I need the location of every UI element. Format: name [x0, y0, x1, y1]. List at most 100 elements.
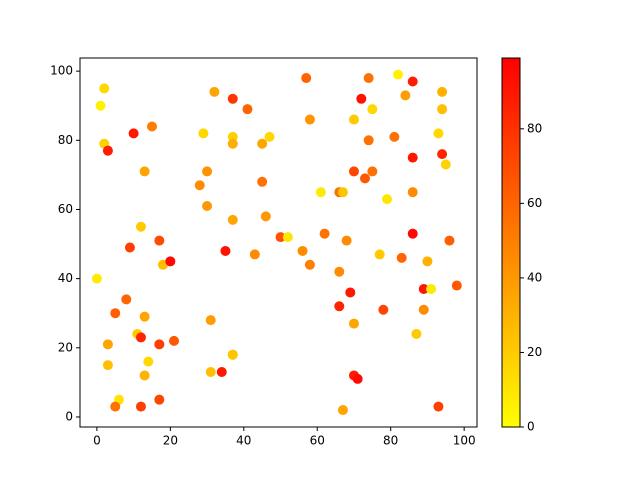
y-tick-label: 40 — [58, 271, 73, 285]
point — [315, 187, 326, 198]
point — [345, 287, 356, 298]
point — [433, 401, 444, 412]
point — [205, 367, 216, 378]
point — [121, 294, 132, 305]
point — [220, 245, 231, 256]
point — [437, 149, 448, 160]
point — [389, 131, 400, 142]
point — [227, 131, 238, 142]
point — [382, 194, 393, 205]
x-tick-label: 100 — [453, 434, 476, 448]
point — [348, 114, 359, 125]
y-tick-label: 80 — [58, 133, 73, 147]
point — [334, 266, 345, 277]
point — [146, 121, 157, 132]
point — [319, 228, 330, 239]
point — [422, 256, 433, 267]
point — [304, 259, 315, 270]
point — [359, 173, 370, 184]
x-tick-label: 80 — [383, 434, 398, 448]
colorbar — [501, 57, 521, 428]
point — [367, 166, 378, 177]
point — [110, 308, 121, 319]
x-tick-label: 40 — [236, 434, 251, 448]
x-tick-label: 60 — [310, 434, 325, 448]
point — [352, 373, 363, 384]
y-tick-label: 0 — [65, 409, 73, 423]
point — [124, 242, 135, 253]
point — [202, 201, 213, 212]
point — [301, 73, 312, 84]
point — [407, 76, 418, 87]
point — [264, 131, 275, 142]
point — [363, 135, 374, 146]
colorbar-tick-label: 40 — [527, 270, 542, 284]
point — [426, 284, 437, 295]
point — [282, 232, 293, 243]
x-tick-label: 20 — [163, 434, 178, 448]
point — [95, 100, 106, 111]
point — [433, 128, 444, 139]
colorbar-tick-label: 20 — [527, 345, 542, 359]
point — [260, 211, 271, 222]
point — [227, 349, 238, 360]
point — [363, 73, 374, 84]
point — [194, 180, 205, 191]
point — [165, 256, 176, 267]
point — [198, 128, 209, 139]
x-tick-label: 0 — [93, 434, 101, 448]
axes-frame — [79, 57, 478, 428]
colorbar-tick-label: 80 — [527, 121, 542, 135]
point — [437, 86, 448, 97]
point — [102, 145, 113, 156]
y-tick-label: 20 — [58, 340, 73, 354]
y-tick-label: 100 — [50, 64, 73, 78]
point — [135, 401, 146, 412]
point — [437, 104, 448, 115]
point — [242, 104, 253, 115]
point — [154, 339, 165, 350]
point — [227, 214, 238, 225]
point — [418, 284, 429, 295]
point — [135, 221, 146, 232]
point — [249, 249, 260, 260]
point — [348, 318, 359, 329]
colorbar-tick-label: 60 — [527, 196, 542, 210]
point — [411, 328, 422, 339]
point — [102, 339, 113, 350]
point — [367, 104, 378, 115]
point — [91, 273, 102, 284]
point — [139, 311, 150, 322]
point — [440, 159, 451, 170]
point — [139, 370, 150, 381]
point — [202, 166, 213, 177]
point — [297, 245, 308, 256]
point — [209, 86, 220, 97]
point — [304, 114, 315, 125]
point — [257, 176, 268, 187]
colorbar-tick-label: 0 — [527, 420, 535, 434]
point — [334, 301, 345, 312]
y-tick-label: 60 — [58, 202, 73, 216]
point — [102, 360, 113, 371]
point — [393, 69, 404, 80]
point — [407, 228, 418, 239]
point — [205, 315, 216, 326]
point — [356, 93, 367, 104]
point — [348, 166, 359, 177]
point — [154, 394, 165, 405]
point — [216, 367, 227, 378]
point — [451, 280, 462, 291]
point — [337, 187, 348, 198]
point — [139, 166, 150, 177]
point — [169, 335, 180, 346]
point — [341, 235, 352, 246]
point — [128, 128, 139, 139]
point — [257, 138, 268, 149]
point — [400, 90, 411, 101]
point — [418, 304, 429, 315]
point — [227, 93, 238, 104]
point — [374, 249, 385, 260]
point — [154, 235, 165, 246]
